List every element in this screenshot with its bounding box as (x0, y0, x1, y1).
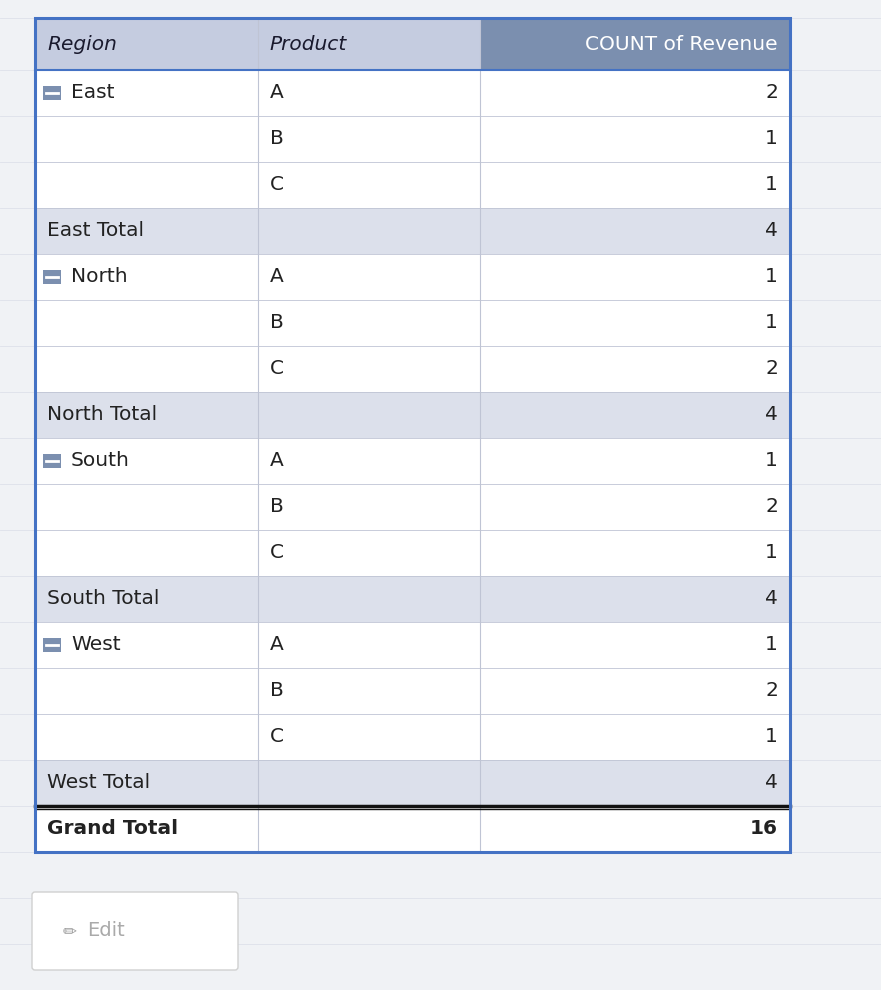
Bar (35, 300, 790, 346)
Text: 2: 2 (765, 83, 778, 103)
Bar (35, 162, 790, 208)
Text: 4: 4 (765, 222, 778, 241)
Text: C: C (270, 359, 284, 378)
Text: A: A (270, 451, 284, 470)
Bar (35, 18, 258, 70)
Text: B: B (270, 314, 284, 333)
Text: B: B (270, 498, 284, 517)
Text: C: C (270, 544, 284, 562)
Bar (35, 438, 790, 484)
Text: B: B (270, 130, 284, 148)
Text: South: South (71, 451, 130, 470)
Text: 4: 4 (765, 773, 778, 793)
Bar (35, 576, 790, 622)
Bar (35, 530, 790, 576)
Bar (35, 208, 790, 254)
Bar (258, 18, 480, 70)
Text: COUNT of Revenue: COUNT of Revenue (585, 35, 778, 53)
Text: 1: 1 (765, 544, 778, 562)
Text: 1: 1 (765, 636, 778, 654)
Bar (35, 116, 790, 162)
Text: C: C (270, 728, 284, 746)
Text: 1: 1 (765, 314, 778, 333)
Text: Grand Total: Grand Total (47, 820, 178, 839)
Text: 4: 4 (765, 406, 778, 425)
Text: North Total: North Total (47, 406, 157, 425)
Text: 16: 16 (750, 820, 778, 839)
Bar (43, 454, 61, 468)
Text: South Total: South Total (47, 589, 159, 609)
Text: 4: 4 (765, 589, 778, 609)
Bar (35, 760, 790, 806)
Text: ✏: ✏ (63, 922, 77, 940)
Bar (43, 270, 61, 284)
Text: A: A (270, 83, 284, 103)
Text: Product: Product (270, 35, 347, 53)
Bar (35, 714, 790, 760)
Text: Region: Region (47, 35, 117, 53)
Bar (35, 346, 790, 392)
Bar (43, 86, 61, 100)
Text: A: A (270, 636, 284, 654)
Text: 2: 2 (765, 359, 778, 378)
Text: 2: 2 (765, 498, 778, 517)
Bar (35, 18, 790, 852)
Bar (35, 622, 790, 668)
Text: 1: 1 (765, 728, 778, 746)
Text: B: B (270, 681, 284, 701)
Text: 1: 1 (765, 451, 778, 470)
Text: East: East (71, 83, 115, 103)
Bar (35, 392, 790, 438)
Text: Edit: Edit (87, 922, 125, 940)
Text: 1: 1 (765, 175, 778, 194)
Bar (35, 668, 790, 714)
Text: 2: 2 (765, 681, 778, 701)
Bar (43, 638, 61, 652)
Bar (35, 806, 790, 852)
Text: C: C (270, 175, 284, 194)
Text: 1: 1 (765, 130, 778, 148)
Text: West: West (71, 636, 121, 654)
Text: East Total: East Total (47, 222, 144, 241)
Text: North: North (71, 267, 128, 286)
Text: West Total: West Total (47, 773, 150, 793)
Text: A: A (270, 267, 284, 286)
Bar (35, 254, 790, 300)
Bar (480, 18, 790, 70)
Text: 1: 1 (765, 267, 778, 286)
Bar (35, 70, 790, 116)
Bar (35, 484, 790, 530)
FancyBboxPatch shape (32, 892, 238, 970)
